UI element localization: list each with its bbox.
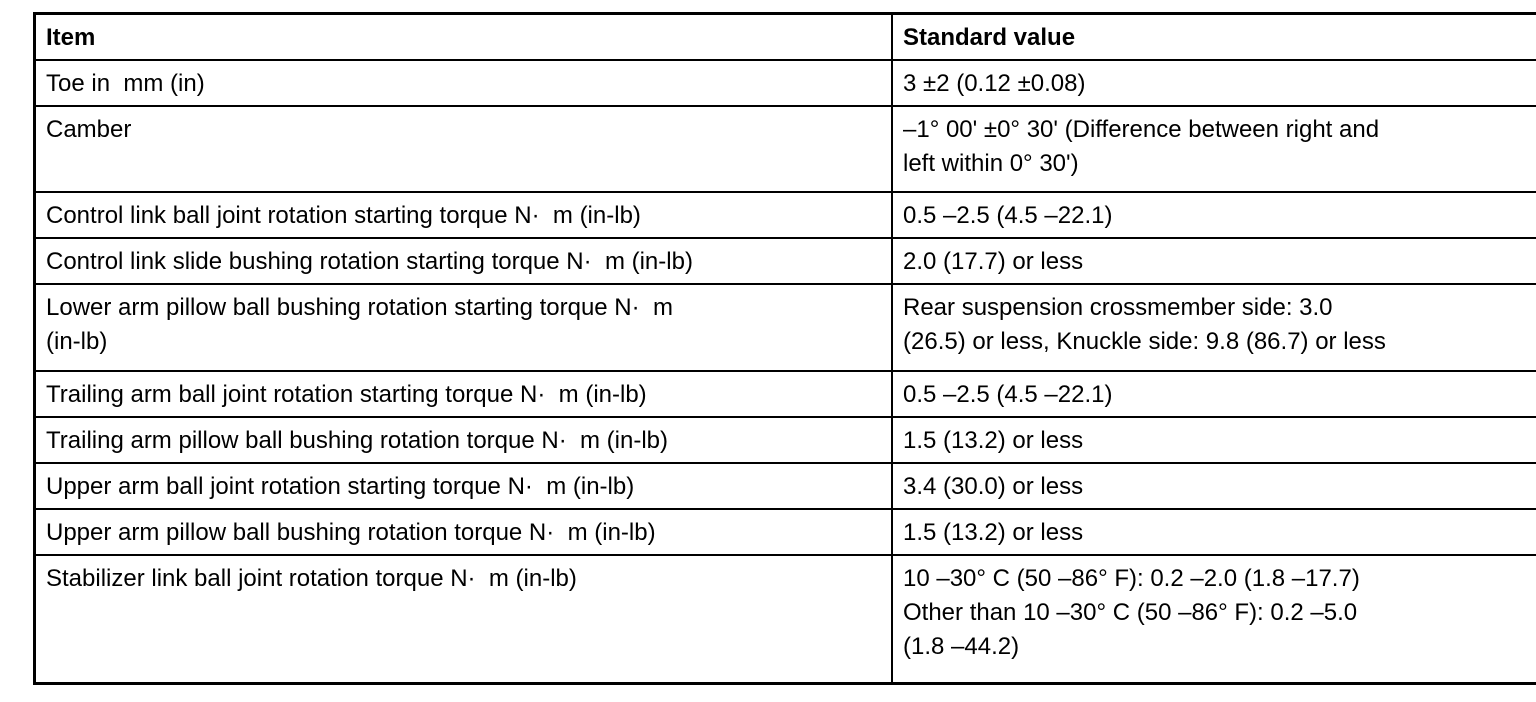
table-cell-item: Trailing arm ball joint rotation startin… [33, 370, 893, 418]
column-header-standard-value: Standard value [891, 12, 1536, 61]
table-cell-standard-value: 10 –30° C (50 –86° F): 0.2 –2.0 (1.8 –17… [891, 554, 1536, 684]
table-row: Trailing arm pillow ball bushing rotatio… [33, 416, 1536, 464]
table-row: Control link ball joint rotation startin… [33, 191, 1536, 239]
table-cell-standard-value: 0.5 –2.5 (4.5 –22.1) [891, 370, 1536, 418]
table-row: Trailing arm ball joint rotation startin… [33, 370, 1536, 418]
table-row: Control link slide bushing rotation star… [33, 237, 1536, 285]
table-row: Upper arm pillow ball bushing rotation t… [33, 508, 1536, 556]
table-cell-item: Upper arm ball joint rotation starting t… [33, 462, 893, 510]
table-cell-standard-value: 3.4 (30.0) or less [891, 462, 1536, 510]
table-row: Lower arm pillow ball bushing rotation s… [33, 283, 1536, 372]
table-cell-item: Stabilizer link ball joint rotation torq… [33, 554, 893, 684]
table-cell-item: Upper arm pillow ball bushing rotation t… [33, 508, 893, 556]
table-body: Toe in mm (in) 3 ±2 (0.12 ±0.08) Camber … [33, 59, 1536, 684]
table-cell-item: Trailing arm pillow ball bushing rotatio… [33, 416, 893, 464]
table-cell-item: Camber [33, 105, 893, 193]
header-row: Item Standard value [33, 12, 1536, 61]
table-cell-standard-value: –1° 00' ±0° 30' (Difference between righ… [891, 105, 1536, 193]
table-cell-item: Toe in mm (in) [33, 59, 893, 107]
table-row: Upper arm ball joint rotation starting t… [33, 462, 1536, 510]
table-cell-item: Control link ball joint rotation startin… [33, 191, 893, 239]
table-cell-standard-value: Rear suspension crossmember side: 3.0 (2… [891, 283, 1536, 372]
specifications-table: Item Standard value Toe in mm (in) 3 ±2 … [33, 12, 1536, 685]
table-row: Stabilizer link ball joint rotation torq… [33, 554, 1536, 684]
table-cell-item: Control link slide bushing rotation star… [33, 237, 893, 285]
table-row: Toe in mm (in) 3 ±2 (0.12 ±0.08) [33, 59, 1536, 107]
table-cell-standard-value: 2.0 (17.7) or less [891, 237, 1536, 285]
table-cell-item: Lower arm pillow ball bushing rotation s… [33, 283, 893, 372]
table-cell-standard-value: 3 ±2 (0.12 ±0.08) [891, 59, 1536, 107]
column-header-item: Item [33, 12, 893, 61]
table-row: Camber –1° 00' ±0° 30' (Difference betwe… [33, 105, 1536, 193]
table-header: Item Standard value [33, 12, 1536, 61]
table-cell-standard-value: 1.5 (13.2) or less [891, 416, 1536, 464]
table-cell-standard-value: 0.5 –2.5 (4.5 –22.1) [891, 191, 1536, 239]
table-cell-standard-value: 1.5 (13.2) or less [891, 508, 1536, 556]
